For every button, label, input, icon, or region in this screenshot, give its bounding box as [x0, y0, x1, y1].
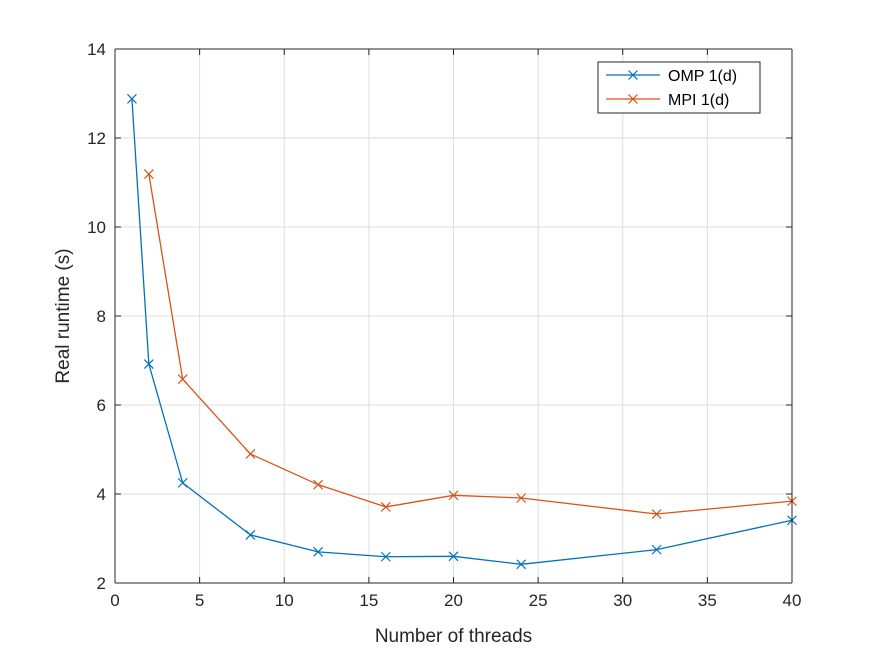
series-layer [127, 93, 797, 570]
x-tick-label: 25 [529, 591, 548, 610]
data-point [245, 530, 256, 540]
data-point [177, 477, 188, 488]
legend: OMP 1(d) MPI 1(d) [597, 61, 761, 114]
data-point [143, 169, 154, 179]
legend-swatch-marker [628, 94, 638, 104]
legend-entry: MPI 1(d) [606, 92, 729, 109]
x-axis-label: Number of threads [375, 626, 532, 647]
data-point [448, 490, 459, 501]
legend-swatch-marker [628, 70, 638, 80]
y-tick-label: 2 [97, 574, 106, 593]
data-point [177, 374, 188, 385]
y-tick-label: 8 [97, 307, 106, 326]
x-tick-label: 5 [195, 591, 204, 610]
series-2 [143, 169, 797, 519]
legend-label: OMP 1(d) [668, 68, 737, 85]
y-tick-label: 12 [87, 129, 106, 148]
x-tick-label: 0 [110, 591, 119, 610]
data-point [313, 479, 324, 490]
data-point [127, 93, 137, 104]
data-point [380, 501, 391, 512]
data-point [448, 551, 459, 562]
x-tick-label: 20 [444, 591, 463, 610]
legend-box [597, 61, 761, 114]
y-tick-label: 14 [87, 40, 106, 59]
x-tick-label: 30 [613, 591, 632, 610]
x-tick-label: 40 [783, 591, 802, 610]
x-tick-label: 35 [698, 591, 717, 610]
data-point [245, 449, 256, 459]
data-point [651, 544, 662, 555]
x-tick-label: 15 [359, 591, 378, 610]
y-axis-label: Real runtime (s) [53, 248, 74, 383]
legend-entry: OMP 1(d) [606, 68, 737, 85]
series-1 [127, 93, 797, 570]
y-tick-label: 10 [87, 218, 106, 237]
y-tick-label: 6 [97, 396, 106, 415]
axes [114, 48, 793, 584]
data-point [313, 546, 324, 557]
tick-labels: 0 5 10 15 20 25 30 35 40 2 4 6 8 10 12 14 [87, 40, 801, 610]
data-point [380, 551, 391, 562]
data-point [516, 559, 527, 570]
y-tick-label: 4 [97, 485, 106, 504]
legend-label: MPI 1(d) [668, 92, 729, 109]
x-tick-label: 10 [275, 591, 294, 610]
series-line [131, 98, 793, 565]
data-point [651, 509, 662, 519]
data-point [143, 359, 154, 369]
data-point [516, 493, 527, 503]
